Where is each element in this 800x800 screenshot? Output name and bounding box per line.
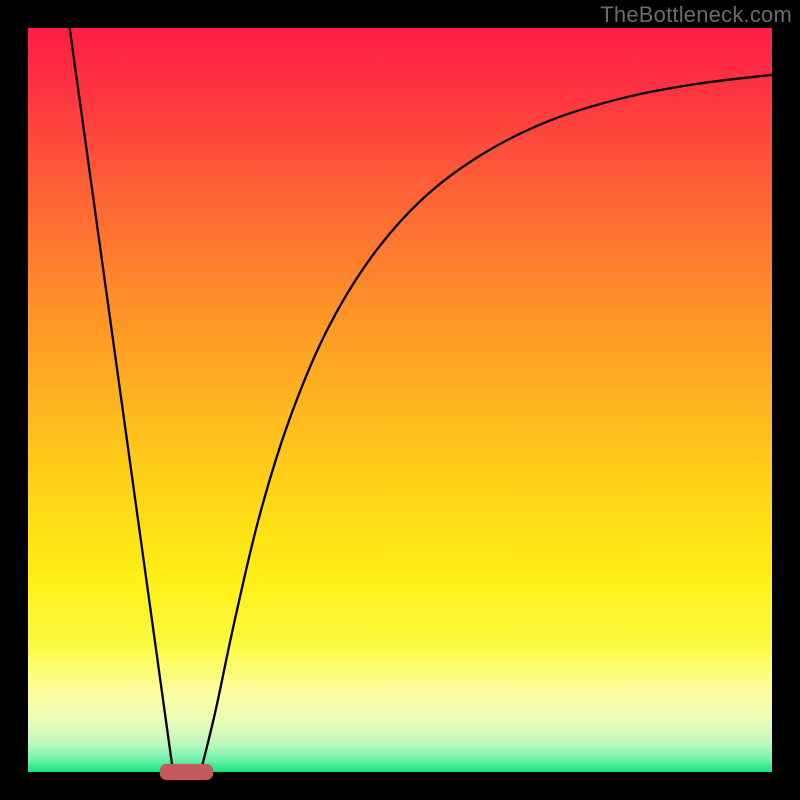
chart-plot-area — [28, 28, 772, 772]
bottleneck-curve-chart — [0, 0, 800, 800]
optimum-marker — [160, 764, 214, 780]
chart-container: TheBottleneck.com — [0, 0, 800, 800]
